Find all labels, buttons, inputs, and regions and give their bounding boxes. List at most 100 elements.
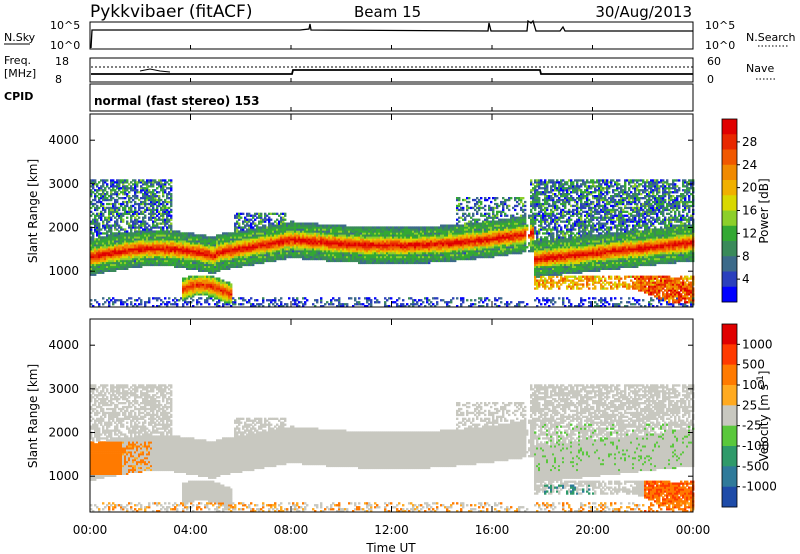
power-cell xyxy=(114,252,117,255)
power-cell xyxy=(120,181,123,184)
power-cell xyxy=(136,218,139,221)
power-cell xyxy=(110,257,113,261)
power-cell xyxy=(140,232,143,235)
power-cell xyxy=(114,267,117,270)
power-cell xyxy=(98,271,101,274)
power-cell xyxy=(110,250,113,253)
power-cell xyxy=(132,232,135,235)
frequency-trace-wiggle xyxy=(139,68,171,73)
power-cell xyxy=(114,224,117,227)
power-cell xyxy=(102,252,105,255)
power-cell xyxy=(136,238,139,241)
power-cell xyxy=(118,193,121,196)
power-cell xyxy=(140,212,143,215)
power-cell xyxy=(114,234,117,237)
power-cell xyxy=(186,303,189,306)
power-cell xyxy=(114,238,117,241)
power-cell xyxy=(130,208,133,212)
power-cell xyxy=(92,212,95,215)
power-cell xyxy=(110,212,113,215)
power-cell xyxy=(120,238,123,241)
power-cell xyxy=(142,236,145,239)
power-cell xyxy=(92,204,95,208)
power-cell xyxy=(108,240,111,243)
power-cell xyxy=(102,240,105,243)
power-cell xyxy=(102,183,105,186)
power-cell xyxy=(134,259,137,263)
power-cell xyxy=(196,303,199,306)
power-cell xyxy=(116,214,119,217)
power-cell xyxy=(116,263,119,267)
power-cell xyxy=(114,202,117,206)
power-cell xyxy=(90,244,93,247)
power-cell xyxy=(128,244,131,247)
power-cell xyxy=(124,240,127,243)
power-cell xyxy=(170,189,173,192)
power-cell xyxy=(142,179,145,182)
power-cell xyxy=(416,301,419,304)
power-cell xyxy=(128,200,131,204)
power-cell xyxy=(100,267,103,270)
power-cell xyxy=(90,246,93,249)
power-cell xyxy=(102,297,105,300)
power-cell xyxy=(92,257,95,261)
power-cell xyxy=(90,299,93,302)
power-cell xyxy=(134,246,137,249)
power-cell xyxy=(450,301,453,304)
power-cell xyxy=(110,253,113,257)
power-cell xyxy=(128,252,131,255)
power-cell xyxy=(456,297,459,300)
power-cell xyxy=(126,253,129,257)
power-cell xyxy=(142,222,145,225)
power-cell xyxy=(136,230,139,233)
power-cell xyxy=(122,234,125,237)
power-cell xyxy=(206,301,209,304)
power-cell xyxy=(116,187,119,190)
power-cell xyxy=(90,273,93,276)
power-cell xyxy=(122,185,125,188)
power-cell xyxy=(96,195,99,198)
power-cell xyxy=(132,305,135,308)
power-cell xyxy=(102,189,105,192)
power-cell xyxy=(116,218,119,221)
power-cell xyxy=(124,248,127,251)
power-cell xyxy=(130,187,133,190)
power-cell xyxy=(254,222,257,225)
power-cell xyxy=(116,200,119,204)
power-cell xyxy=(112,224,115,227)
power-cell xyxy=(218,269,221,272)
power-cell xyxy=(136,263,139,267)
power-cell xyxy=(116,208,119,212)
power-cell xyxy=(118,206,121,210)
power-cell xyxy=(92,261,95,265)
power-cell xyxy=(90,267,93,270)
power-cell xyxy=(292,220,295,223)
power-cell xyxy=(122,238,125,241)
power-cell xyxy=(138,265,141,268)
power-cell xyxy=(116,234,119,237)
power-cell xyxy=(122,179,125,182)
power-cell xyxy=(102,303,105,306)
power-cell xyxy=(230,287,233,290)
power-cell xyxy=(182,303,185,306)
power-cell xyxy=(144,250,147,253)
power-cell xyxy=(170,185,173,188)
power-cell xyxy=(108,305,111,308)
power-cell xyxy=(142,252,145,255)
power-cell xyxy=(320,297,323,300)
power-cell xyxy=(124,259,127,263)
power-cell xyxy=(228,267,231,270)
power-cell xyxy=(90,206,93,210)
power-cell xyxy=(242,228,245,231)
power-cell xyxy=(124,261,127,265)
power-cell xyxy=(116,248,119,251)
power-cell xyxy=(132,226,135,229)
power-cell xyxy=(90,240,93,243)
power-cell xyxy=(132,210,135,213)
power-cell xyxy=(128,255,131,259)
power-cell xyxy=(126,179,129,182)
power-cell xyxy=(94,183,97,186)
power-cell xyxy=(100,265,103,268)
power-cell xyxy=(128,224,131,227)
power-cell xyxy=(126,216,129,219)
